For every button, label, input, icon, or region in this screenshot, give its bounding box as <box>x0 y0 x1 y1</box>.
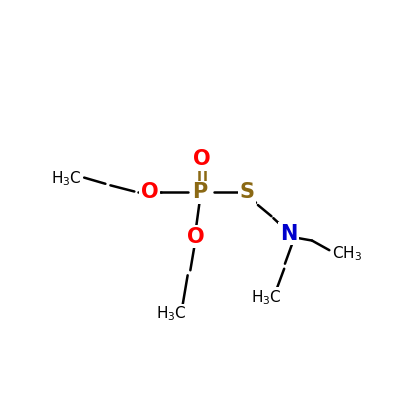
Text: O: O <box>141 182 159 202</box>
Text: $\mathregular{CH_3}$: $\mathregular{CH_3}$ <box>332 245 362 264</box>
Text: $\mathregular{H_3C}$: $\mathregular{H_3C}$ <box>156 304 186 323</box>
Text: $\mathregular{H_3C}$: $\mathregular{H_3C}$ <box>251 288 282 307</box>
Text: O: O <box>193 150 211 170</box>
Text: P: P <box>192 182 208 202</box>
Text: S: S <box>240 182 255 202</box>
Text: N: N <box>280 224 298 244</box>
Text: $\mathregular{H_3C}$: $\mathregular{H_3C}$ <box>52 169 82 188</box>
Text: O: O <box>186 227 204 247</box>
